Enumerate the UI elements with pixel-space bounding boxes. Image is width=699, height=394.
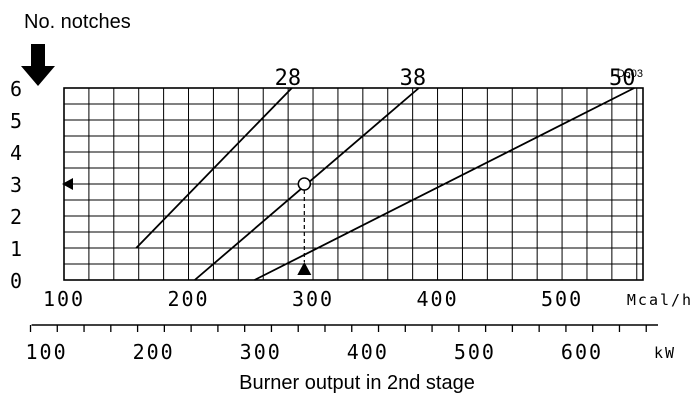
y-tick-labels: 0 1 2 3 4 5 6 [10,77,22,293]
x-tick-labels-mcal: 100 200 300 400 500 [43,287,583,311]
chart-grid [63,87,644,281]
x-tick-label-kw: 300 [240,340,282,364]
series-label-38: 38 [400,66,427,91]
x-tick-label-kw: 400 [347,340,389,364]
x-axis-title: Burner output in 2nd stage [239,372,475,394]
x-tick-label-mcal: 100 [43,287,85,311]
x-tick-label-kw: 500 [454,340,496,364]
x-unit-kw: kW [654,344,676,362]
y-tick-label: 3 [10,173,22,197]
left-arrow-icon [62,178,73,190]
series-label-50: 50 [609,66,636,91]
chart-code: D503 [617,68,643,80]
up-arrow-icon [297,262,312,275]
x-tick-label-kw: 100 [26,340,68,364]
example-point-circle [297,177,312,191]
x-tick-label-mcal: 500 [541,287,583,311]
series-label-28: 28 [275,66,302,91]
down-arrow-icon [21,44,55,86]
y-tick-label: 4 [10,141,22,165]
series-layer: 28 38 50 [135,66,636,281]
y-tick-label: 5 [10,109,22,133]
example-marker [62,177,312,275]
x-tick-label-mcal: 400 [416,287,458,311]
x-tick-labels-kw: 100 200 300 400 500 600 [26,340,603,364]
y-tick-label: 1 [10,237,22,261]
series-line-50 [254,87,635,281]
x-unit-mcal: Mcal/h [627,291,693,309]
series-line-28 [135,87,293,249]
kw-axis [29,324,658,332]
x-tick-label-mcal: 300 [292,287,334,311]
y-tick-label: 2 [10,205,22,229]
x-tick-label-kw: 600 [561,340,603,364]
y-tick-label: 0 [10,269,22,293]
y-tick-label: 6 [10,77,22,101]
x-tick-label-kw: 200 [133,340,175,364]
x-tick-label-mcal: 200 [167,287,209,311]
y-axis-title: No. notches [24,11,131,33]
